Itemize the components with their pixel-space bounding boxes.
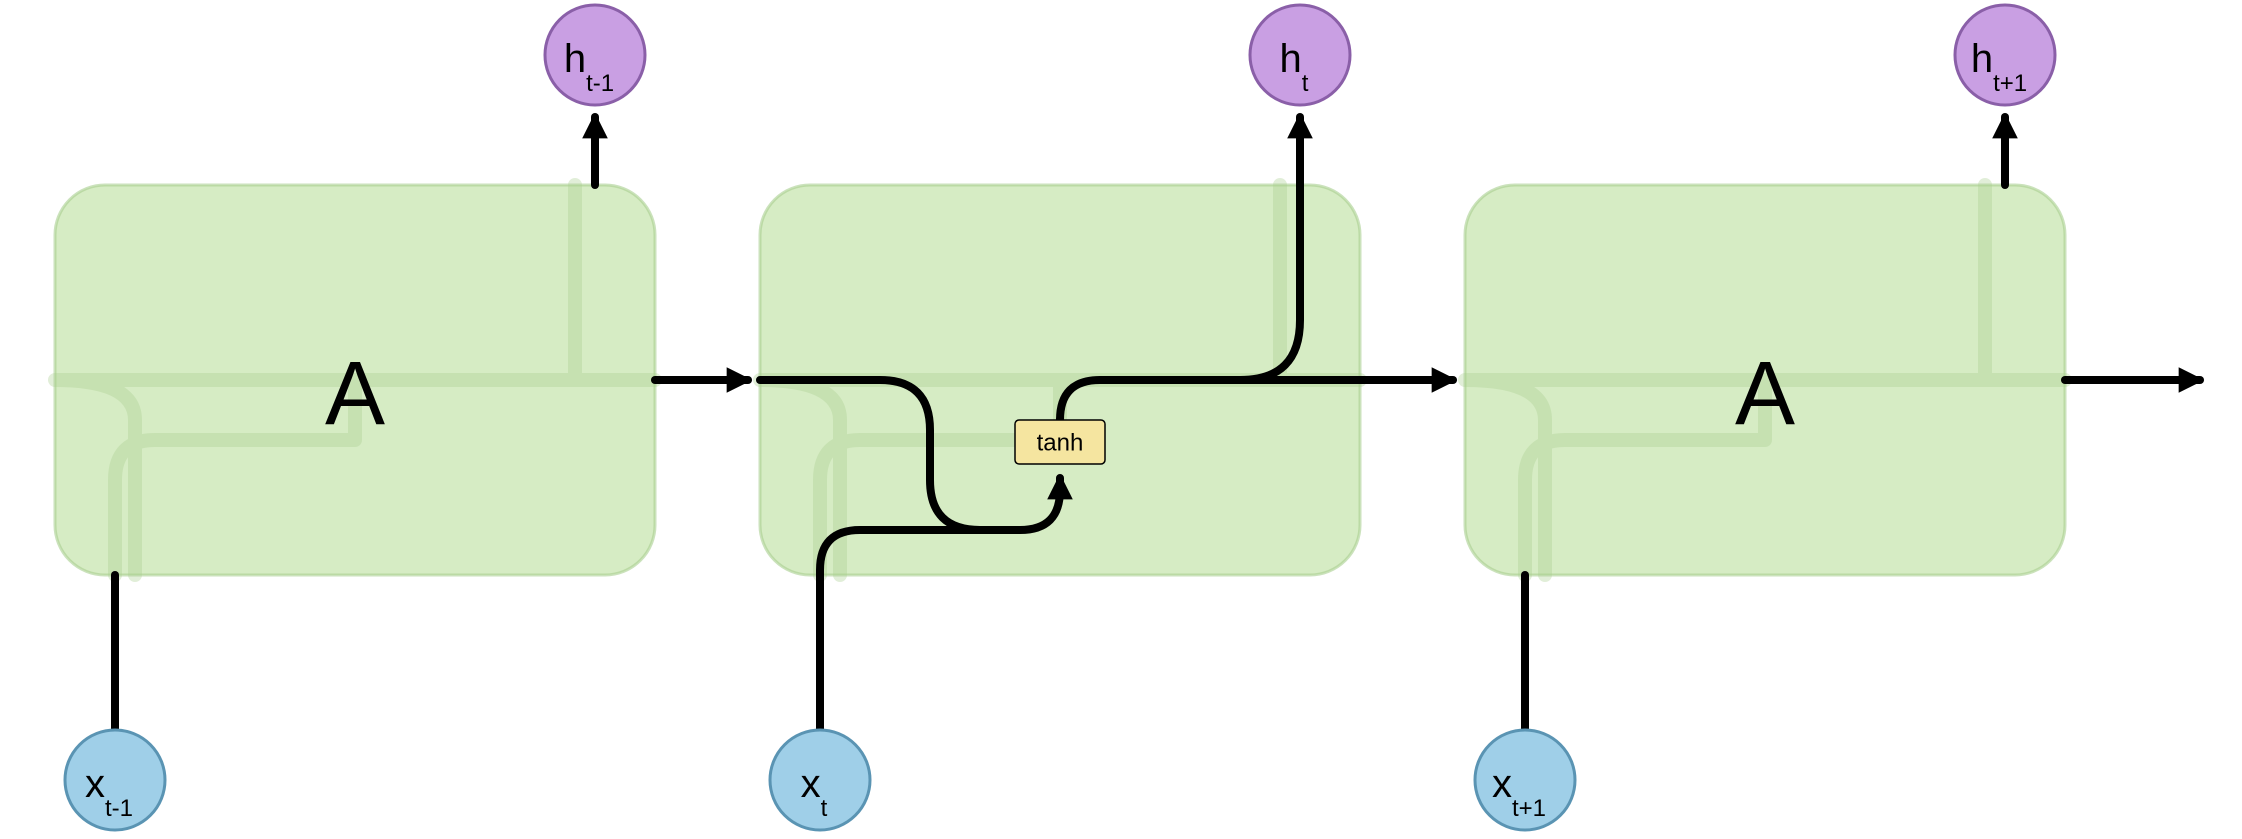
x-next: xt+1 — [1475, 730, 1575, 830]
cell-label: A — [1735, 344, 1795, 444]
activation-tanh: tanh — [1015, 420, 1105, 464]
x-prev: xt-1 — [65, 730, 165, 830]
cell-label: A — [325, 344, 385, 444]
rnn-diagram: A Atanh xt-1 xt xt+1 ht-1 ht ht+1 — [0, 0, 2242, 839]
activation-label: tanh — [1037, 429, 1084, 456]
x-mid: xt — [770, 730, 870, 830]
h-mid: ht — [1250, 5, 1350, 105]
cell-prev: A — [55, 185, 655, 575]
h-prev: ht-1 — [545, 5, 645, 105]
h-next: ht+1 — [1955, 5, 2055, 105]
cell-next: A — [1465, 185, 2065, 575]
